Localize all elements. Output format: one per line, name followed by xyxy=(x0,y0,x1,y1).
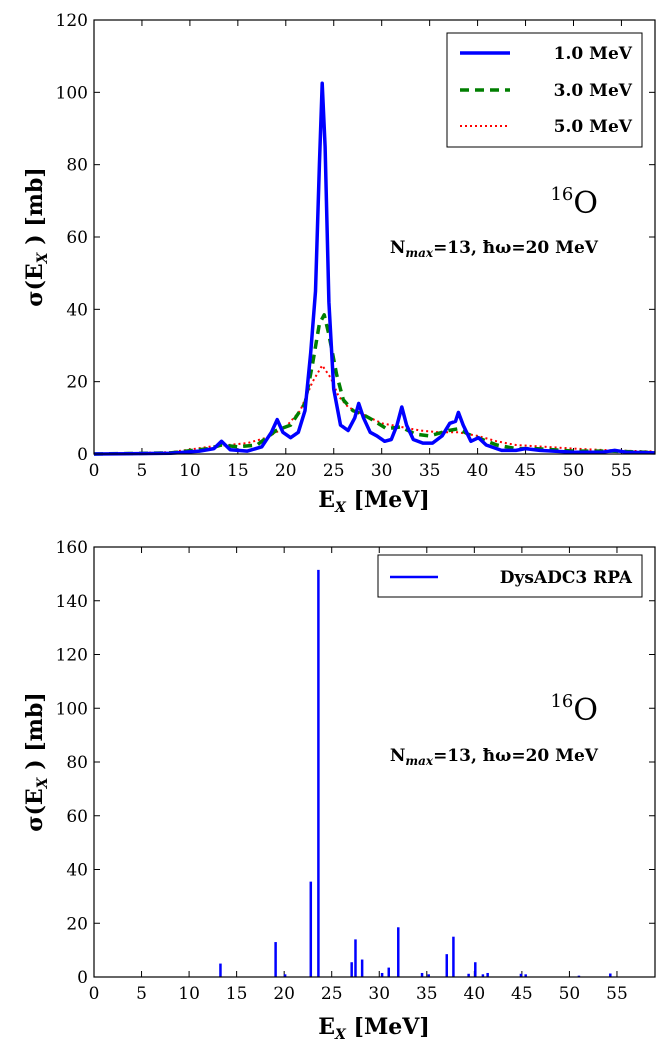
plot-frame xyxy=(93,19,656,455)
c1-xtick-label: 15 xyxy=(227,461,249,481)
c2-ytick-label: 160 xyxy=(56,538,88,558)
nucleus-label: 16O xyxy=(550,184,598,221)
c1-xtick-label: 40 xyxy=(467,461,489,481)
series-line-3 xyxy=(93,364,656,455)
series-line-1 xyxy=(93,81,656,456)
cross-section-line-chart: 0 5 10 15 20 25 30 35 40 45 50 55 0 20 40 60 80 100 120 1.… xyxy=(22,11,656,516)
c1-ytick-label: 40 xyxy=(66,300,88,320)
tick-labels: 0 5 10 15 20 25 30 35 40 45 50 55 0 20 40 60 80 100 120 xyxy=(56,11,633,481)
parameter-label: Nmax=13, ħω=20 MeV xyxy=(390,746,599,768)
c2-xtick-label: 30 xyxy=(368,984,390,1004)
c2-ytick-label: 40 xyxy=(66,861,88,881)
c2-ytick-label: 80 xyxy=(66,753,88,773)
c1-xtick-label: 55 xyxy=(611,461,633,481)
c2-xtick-label: 50 xyxy=(559,984,581,1004)
c2-ytick-label: 140 xyxy=(56,592,88,612)
tick-labels: 0 5 10 15 20 25 30 35 40 45 50 55 0 20 40 60 80 100 120 140… xyxy=(56,538,628,1004)
series-group xyxy=(93,81,656,456)
c1-xtick-label: 45 xyxy=(515,461,537,481)
c2-ytick-label: 100 xyxy=(56,699,88,719)
c2-xtick-label: 55 xyxy=(606,984,628,1004)
strength-bar-chart: 0 5 10 15 20 25 30 35 40 45 50 55 0 20 40 60 80 100 120 140… xyxy=(22,538,656,1043)
c2-xtick-label: 5 xyxy=(136,984,147,1004)
c2-xtick-label: 25 xyxy=(321,984,343,1004)
y-axis-title: σ(EX ) [mb] xyxy=(22,167,51,307)
x-axis-title: EX [MeV] xyxy=(318,1014,430,1043)
c1-ytick-label: 80 xyxy=(66,156,88,176)
legend-label-3: 5.0 MeV xyxy=(554,117,633,137)
x-axis-title: EX [MeV] xyxy=(318,487,430,516)
c2-ytick-label: 20 xyxy=(66,914,88,934)
c2-xtick-label: 40 xyxy=(464,984,486,1004)
c2-ytick-label: 60 xyxy=(66,807,88,827)
y-axis-title: σ(EX ) [mb] xyxy=(22,692,51,832)
parameter-label: Nmax=13, ħω=20 MeV xyxy=(390,238,599,260)
c1-ytick-label: 0 xyxy=(77,445,88,465)
c1-ytick-label: 100 xyxy=(56,83,88,103)
c1-ytick-label: 20 xyxy=(66,373,88,393)
c1-xtick-label: 25 xyxy=(323,461,345,481)
legend-label-1: 1.0 MeV xyxy=(554,44,633,64)
c1-xtick-label: 30 xyxy=(371,461,393,481)
c1-xtick-label: 20 xyxy=(275,461,297,481)
c2-xtick-label: 0 xyxy=(89,984,100,1004)
c1-xtick-label: 10 xyxy=(179,461,201,481)
nucleus-label: 16O xyxy=(550,691,598,728)
legend-label-2: 3.0 MeV xyxy=(554,81,633,101)
c2-xtick-label: 15 xyxy=(226,984,248,1004)
plot-frame xyxy=(93,546,656,978)
c2-xtick-label: 10 xyxy=(178,984,200,1004)
legend: 1.0 MeV 3.0 MeV 5.0 MeV xyxy=(446,32,643,148)
c1-xtick-label: 50 xyxy=(563,461,585,481)
bars-group xyxy=(219,569,612,977)
c2-xtick-label: 35 xyxy=(416,984,438,1004)
c1-xtick-label: 35 xyxy=(419,461,441,481)
c2-xtick-label: 45 xyxy=(511,984,533,1004)
c1-ytick-label: 120 xyxy=(56,11,88,31)
c2-xtick-label: 20 xyxy=(273,984,295,1004)
c2-ytick-label: 120 xyxy=(56,646,88,666)
c1-xtick-label: 5 xyxy=(137,461,148,481)
c1-ytick-label: 60 xyxy=(66,228,88,248)
c1-xtick-label: 0 xyxy=(89,461,100,481)
legend: DysADC3 RPA xyxy=(377,554,643,598)
legend-label-1: DysADC3 RPA xyxy=(500,568,633,588)
c2-ytick-label: 0 xyxy=(77,968,88,988)
